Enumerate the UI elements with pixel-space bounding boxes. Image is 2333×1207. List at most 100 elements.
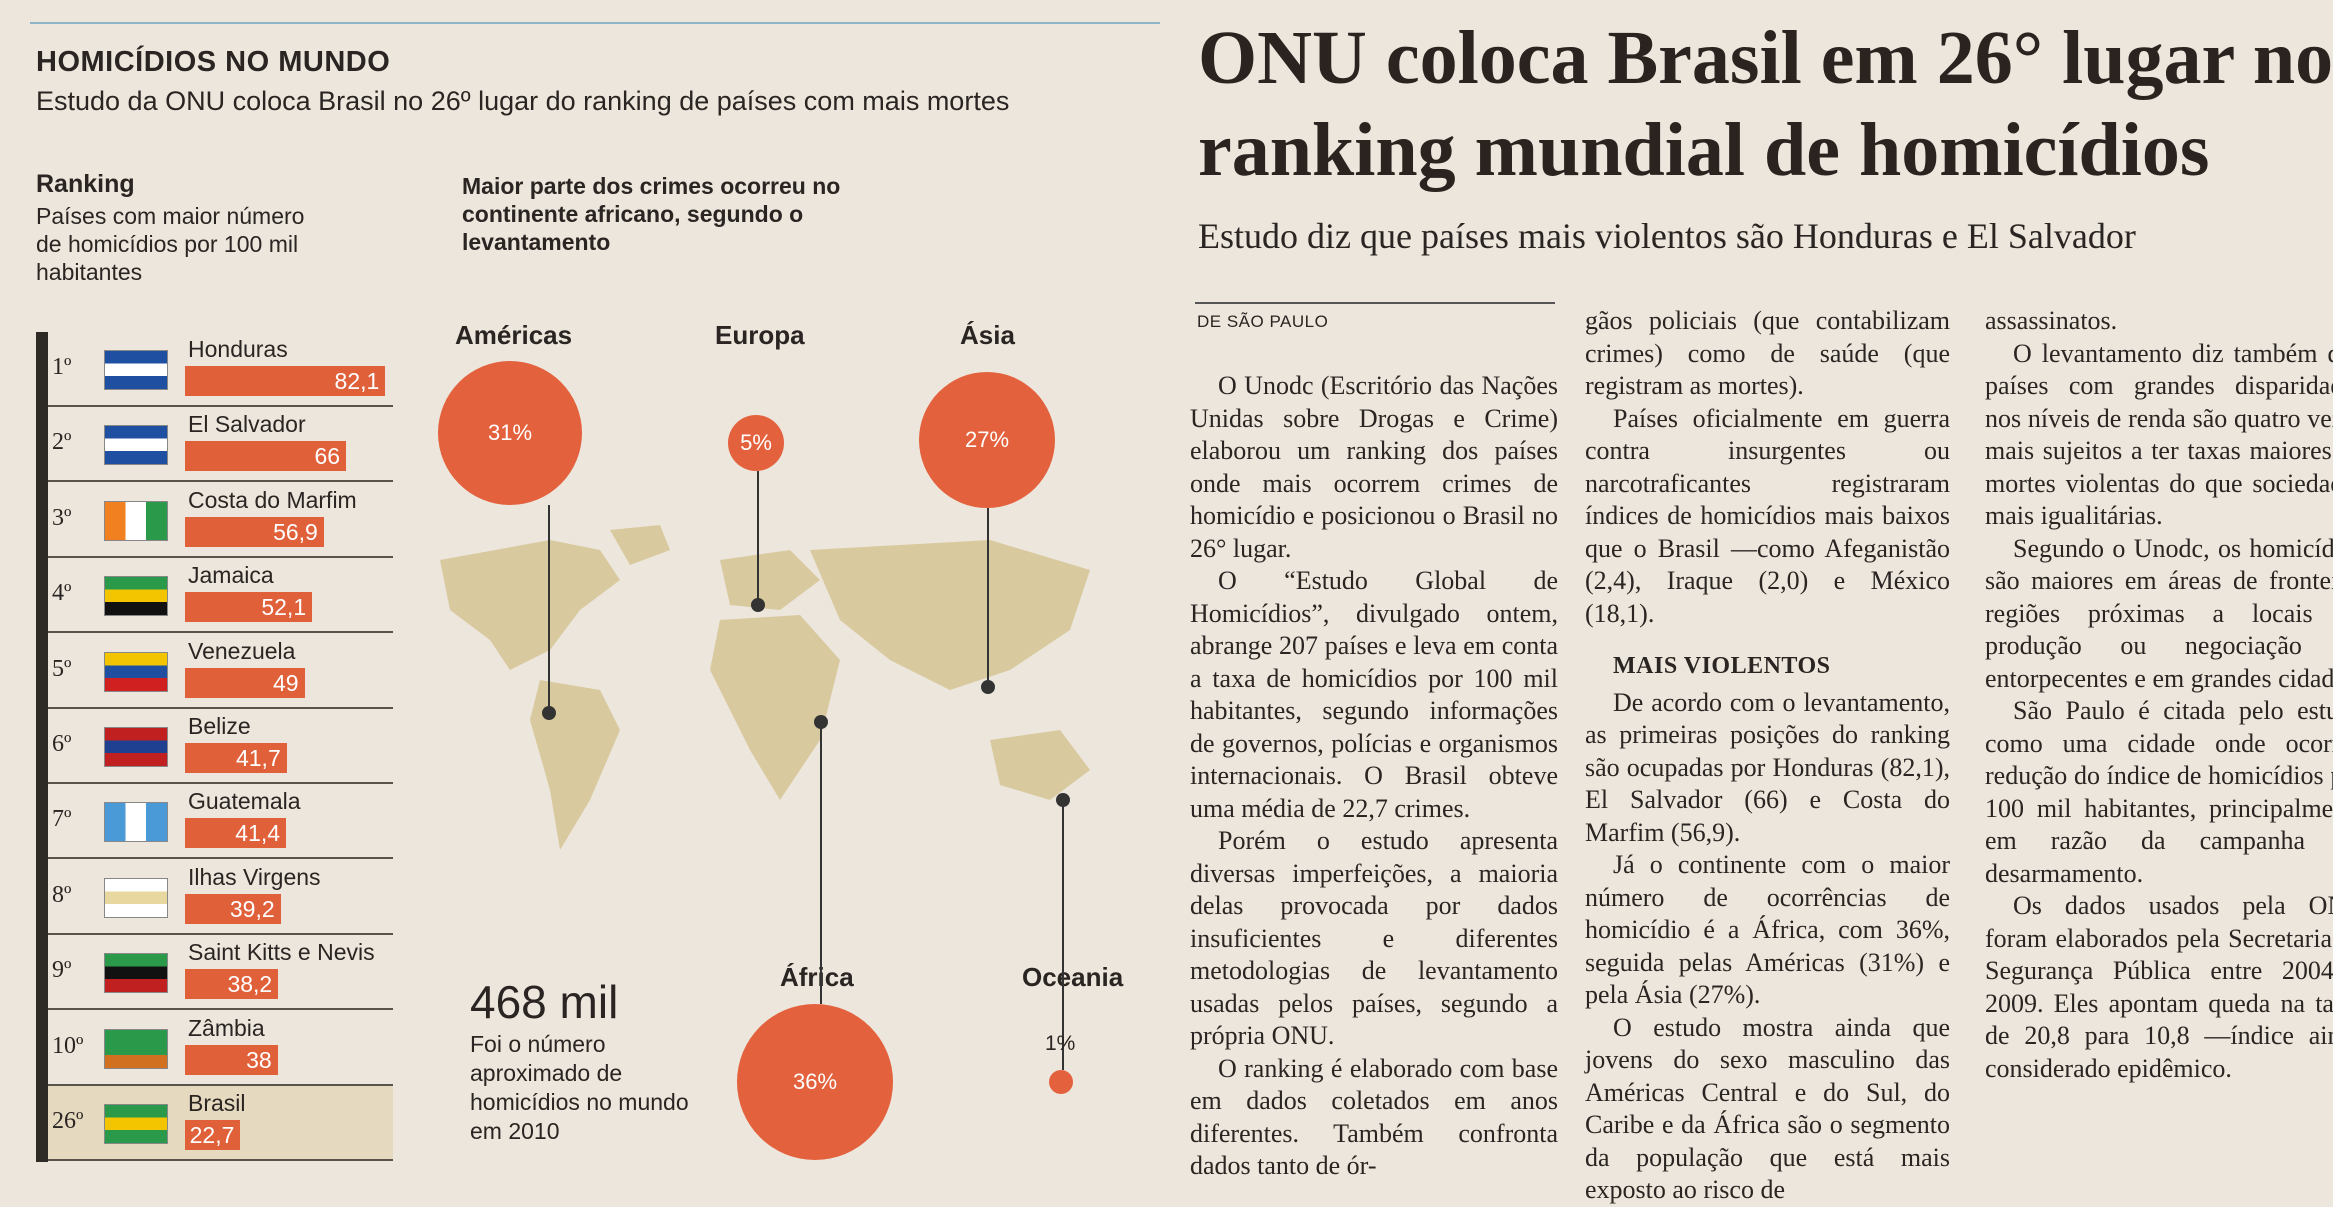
map-point — [1056, 793, 1070, 807]
ranking-row: 6º Belize 41,7 — [48, 709, 393, 784]
article-column-3: assassinatos. O levantamento diz também q… — [1985, 305, 2333, 1085]
europe-shape — [720, 550, 820, 610]
top-rule — [30, 22, 1160, 24]
country-name: Zâmbia — [188, 1014, 265, 1041]
rank-label: 5º — [52, 655, 72, 682]
asia-shape — [810, 540, 1090, 690]
article-paragraph: O Unodc (Escritório das Nações Unidas so… — [1190, 371, 1558, 563]
article-paragraph: O estudo mostra ainda que jovens do sexo… — [1585, 1012, 1950, 1205]
headline-line-1: ONU coloca Brasil em 26° lugar no — [1198, 16, 2333, 100]
leader-line — [1062, 800, 1064, 1070]
continent-label: África — [780, 962, 854, 992]
australia-shape — [990, 730, 1090, 800]
ranking-row: 8º Ilhas Virgens 39,2 — [48, 860, 393, 935]
article-column-2: gãos policiais (que contabilizam crimes)… — [1585, 305, 1950, 1207]
article-paragraph: O levantamento diz também que países com… — [1985, 338, 2333, 531]
country-flag-icon — [104, 576, 168, 617]
infographic-subtitle: Estudo da ONU coloca Brasil no 26º lugar… — [36, 86, 1010, 116]
country-flag-icon — [104, 953, 168, 994]
rate-bar: 41,4 — [185, 818, 287, 849]
country-flag-icon — [104, 727, 168, 767]
leader-line — [548, 505, 550, 713]
ranking-row: 2º El Salvador 66 — [48, 407, 393, 483]
share-value: 31% — [487, 420, 533, 445]
rate-bar: 52,1 — [185, 592, 313, 623]
article-paragraph: Já o continente com o maior número de oc… — [1585, 850, 1950, 1009]
infographic-title: HOMICÍDIOS NO MUNDO — [36, 46, 391, 78]
leader-line — [987, 508, 989, 687]
share-bubble: 5% — [728, 415, 784, 471]
country-name: Saint Kitts e Nevis — [188, 939, 375, 966]
rate-bar: 56,9 — [185, 516, 324, 547]
country-flag-icon — [104, 425, 168, 466]
rank-label: 6º — [52, 731, 72, 757]
article-column-1: O Unodc (Escritório das Nações Unidas so… — [1190, 370, 1558, 1183]
byline-rule — [1195, 302, 1555, 304]
article-paragraph: São Paulo é citada pelo estudo como uma … — [1985, 696, 2333, 888]
rate-bar: 41,7 — [185, 743, 287, 773]
deck: Estudo diz que países mais violentos são… — [1198, 216, 2136, 256]
rank-label: 4º — [52, 580, 72, 607]
headline: ONU coloca Brasil em 26° lugar no rankin… — [1198, 12, 2333, 196]
country-flag-icon — [104, 651, 168, 692]
share-bubble: 36% — [737, 1004, 893, 1160]
continent-label: Oceania — [1022, 962, 1124, 992]
country-name: Costa do Marfim — [188, 486, 357, 513]
share-value: 36% — [792, 1069, 838, 1094]
ranking-row: 5º Venezuela 49 — [48, 634, 393, 709]
rate-bar: 22,7 — [185, 1120, 241, 1150]
country-flag-icon — [104, 1028, 168, 1069]
ranking-row: 7º Guatemala 41,4 — [48, 784, 393, 860]
continent-label: Europa — [715, 320, 805, 350]
share-value: 27% — [964, 427, 1010, 452]
country-name: Guatemala — [188, 788, 301, 815]
country-name: El Salvador — [188, 411, 306, 438]
article-paragraph: O “Estudo Global de Homicídios”, divulga… — [1190, 566, 1558, 823]
rank-label: 3º — [52, 504, 72, 531]
rate-bar: 66 — [185, 441, 347, 472]
ranking-strip — [36, 332, 48, 1162]
rank-label: 9º — [52, 957, 72, 984]
south-america-shape — [530, 680, 620, 850]
country-name: Honduras — [188, 336, 288, 362]
africa-shape — [710, 615, 840, 800]
rate-bar: 82,1 — [185, 366, 386, 396]
ranking-row: 3º Costa do Marfim 56,9 — [48, 483, 393, 558]
rank-label: 8º — [52, 881, 72, 908]
map-point — [751, 598, 765, 612]
article-paragraph: assassinatos. — [1985, 306, 2118, 335]
share-value: 5% — [740, 430, 772, 455]
ranking-description: Países com maior número de homicídios po… — [36, 203, 305, 285]
country-flag-icon — [104, 877, 168, 918]
rank-label: 1º — [52, 354, 72, 380]
article-paragraph: gãos policiais (que contabilizam crimes)… — [1585, 306, 1950, 400]
country-name: Jamaica — [188, 562, 274, 589]
ranking-row: 26º Brasil 22,7 — [48, 1086, 393, 1161]
country-name: Ilhas Virgens — [188, 863, 321, 890]
article-paragraph: Segundo o Unodc, os homicídios são maior… — [1985, 533, 2333, 693]
rank-label: 10º — [52, 1032, 84, 1059]
article-paragraph: Países oficialmente em guerra contra ins… — [1585, 403, 1950, 628]
share-bubble: 27% — [919, 372, 1055, 508]
country-flag-icon — [104, 500, 168, 541]
rank-label: 7º — [52, 806, 72, 833]
leader-line — [757, 471, 759, 605]
country-name: Venezuela — [188, 637, 296, 664]
headline-line-2: ranking mundial de homicídios — [1198, 108, 2210, 192]
rank-label: 26º — [52, 1108, 84, 1134]
share-value: 1% — [1045, 1032, 1076, 1055]
total-homicides-value: 468 mil — [470, 976, 619, 1028]
map-point — [542, 706, 556, 720]
country-name: Brasil — [188, 1090, 246, 1116]
country-flag-icon — [104, 802, 168, 843]
article-paragraph: Porém o estudo apresenta diversas imperf… — [1190, 826, 1558, 1050]
map-point — [814, 715, 828, 729]
ranking-row: 4º Jamaica 52,1 — [48, 558, 393, 634]
north-america-shape — [440, 540, 620, 670]
ranking-heading: Ranking — [36, 170, 135, 198]
rank-label: 2º — [52, 429, 72, 456]
rate-bar: 38 — [185, 1044, 278, 1075]
continent-label: Ásia — [960, 320, 1015, 350]
ranking-row: 9º Saint Kitts e Nevis 38,2 — [48, 935, 393, 1011]
byline: DE SÃO PAULO — [1197, 312, 1329, 331]
